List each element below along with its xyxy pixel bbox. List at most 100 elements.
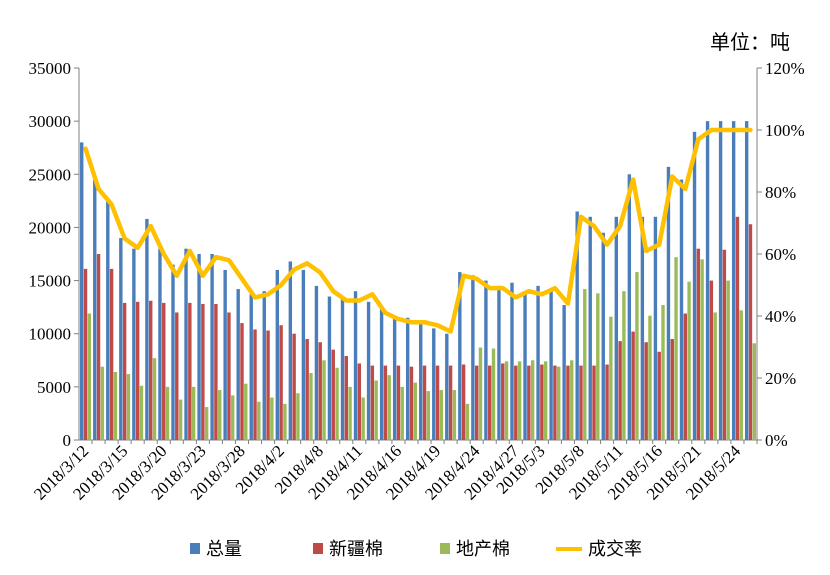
bar-local [661,305,665,440]
bar-local [726,280,730,440]
y-left-tick-label: 30000 [29,112,72,131]
bar-local [87,313,92,440]
bar-total [666,166,671,440]
bar-local [165,386,170,440]
bar-xinjiang [722,249,727,440]
bar-total [392,317,397,440]
y-left-tick-label: 35000 [29,59,72,78]
bar-local [178,399,183,440]
bar-xinjiang [553,365,557,440]
bar-xinjiang [540,364,544,440]
bar-xinjiang [448,365,453,440]
legend-swatch [313,543,323,554]
bar-local [283,403,287,440]
bar-local [191,386,196,440]
bar-xinjiang [396,365,401,440]
bar-local [609,316,613,440]
bar-total [523,291,527,440]
bar-xinjiang [135,301,140,440]
bar-total [510,282,514,440]
bars-group [80,121,756,441]
bar-xinjiang [461,364,466,440]
bar-xinjiang [279,325,283,440]
bar-xinjiang [162,302,166,440]
bar-local [752,343,756,440]
bar-xinjiang [96,254,101,440]
bar-total [249,294,253,440]
bar-xinjiang [201,303,205,440]
bar-local [478,347,483,440]
legend: 总量 新疆棉 地产棉 成交率 [190,539,642,560]
bar-total [601,232,605,440]
bar-xinjiang [683,313,687,440]
bar-total [301,269,306,440]
bar-xinjiang [370,365,375,440]
bar-local [218,390,222,440]
bar-xinjiang [344,356,348,440]
bar-local [204,407,209,440]
bar-total [419,323,423,440]
bar-total [132,248,136,440]
bar-local [648,315,652,440]
bar-total [197,254,201,440]
bar-xinjiang [109,268,114,440]
bar-total [484,280,488,440]
bar-local [113,371,118,440]
y-right-tick-label: 40% [765,307,796,326]
bar-total [93,179,97,440]
bar-local [152,358,157,440]
unit-label: 单位：吨 [710,30,790,54]
line-deal-rate [83,127,753,334]
bar-xinjiang [592,365,596,440]
bar-local [465,403,470,440]
y-right-tick-label: 100% [765,121,805,140]
legend-label: 地产棉 [456,539,510,560]
bar-local [348,386,352,440]
legend-label: 总量 [206,539,242,560]
bar-total [458,272,462,440]
bar-xinjiang [735,216,740,440]
bar-xinjiang [566,365,570,440]
bar-total [262,291,266,440]
bar-local [491,348,496,440]
bar-total [80,142,84,440]
bar-local [257,401,261,440]
bar-local [387,375,391,440]
bar-total [549,291,553,440]
bar-local [335,367,339,440]
bar-local [504,361,509,440]
y-left-tick-label: 0 [63,431,72,450]
bar-xinjiang [253,329,257,440]
bar-local [530,360,535,440]
legend-swatch [440,543,450,554]
bar-xinjiang [175,312,179,440]
bar-total [471,275,475,440]
bar-xinjiang [188,302,192,440]
bar-xinjiang [474,365,479,440]
bar-total [640,216,645,440]
bar-local [700,259,704,440]
bar-total [119,238,123,440]
bar-xinjiang [305,339,309,440]
bar-xinjiang [579,365,583,440]
bar-xinjiang [435,365,440,440]
bar-xinjiang [149,300,153,440]
bar-total [275,269,279,440]
legend-label: 成交率 [588,539,642,560]
bar-total [731,121,736,440]
bar-local [622,291,626,440]
bar-xinjiang [122,302,127,440]
bar-xinjiang [709,280,714,440]
y-left-tick-label: 25000 [29,165,72,184]
bar-local [583,289,587,440]
bar-xinjiang [618,341,622,440]
bar-total [627,174,632,441]
bar-total [340,296,345,440]
line-group [83,127,753,334]
bar-total [210,254,214,440]
bar-total [744,121,749,440]
bar-local [517,361,522,440]
bar-total [184,248,188,440]
bar-local [635,272,639,440]
bar-xinjiang [748,224,753,440]
